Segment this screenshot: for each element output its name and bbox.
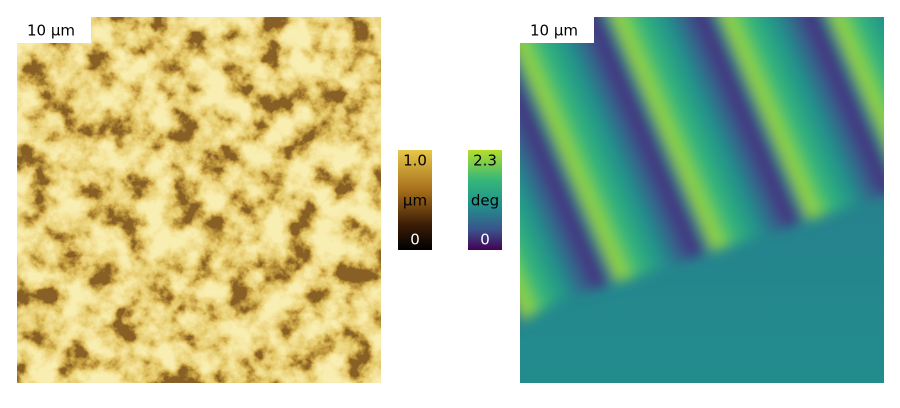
colorbar-max: 1.0 bbox=[403, 152, 427, 170]
height-image: 10 μm bbox=[17, 17, 381, 383]
colorbar-min: 0 bbox=[410, 231, 420, 249]
colorbar-unit: μm bbox=[403, 192, 427, 210]
colorbar-max: 2.3 bbox=[473, 152, 497, 170]
colorbar-unit: deg bbox=[471, 192, 499, 210]
height-colorbar: 1.0 μm 0 bbox=[398, 150, 432, 250]
scale-label: 10 μm bbox=[530, 22, 578, 40]
phase-image: 10 μm bbox=[520, 17, 884, 383]
scale-label: 10 μm bbox=[27, 22, 75, 40]
phase-colorbar: 2.3 deg 0 bbox=[468, 150, 502, 250]
colorbar-min: 0 bbox=[480, 231, 490, 249]
